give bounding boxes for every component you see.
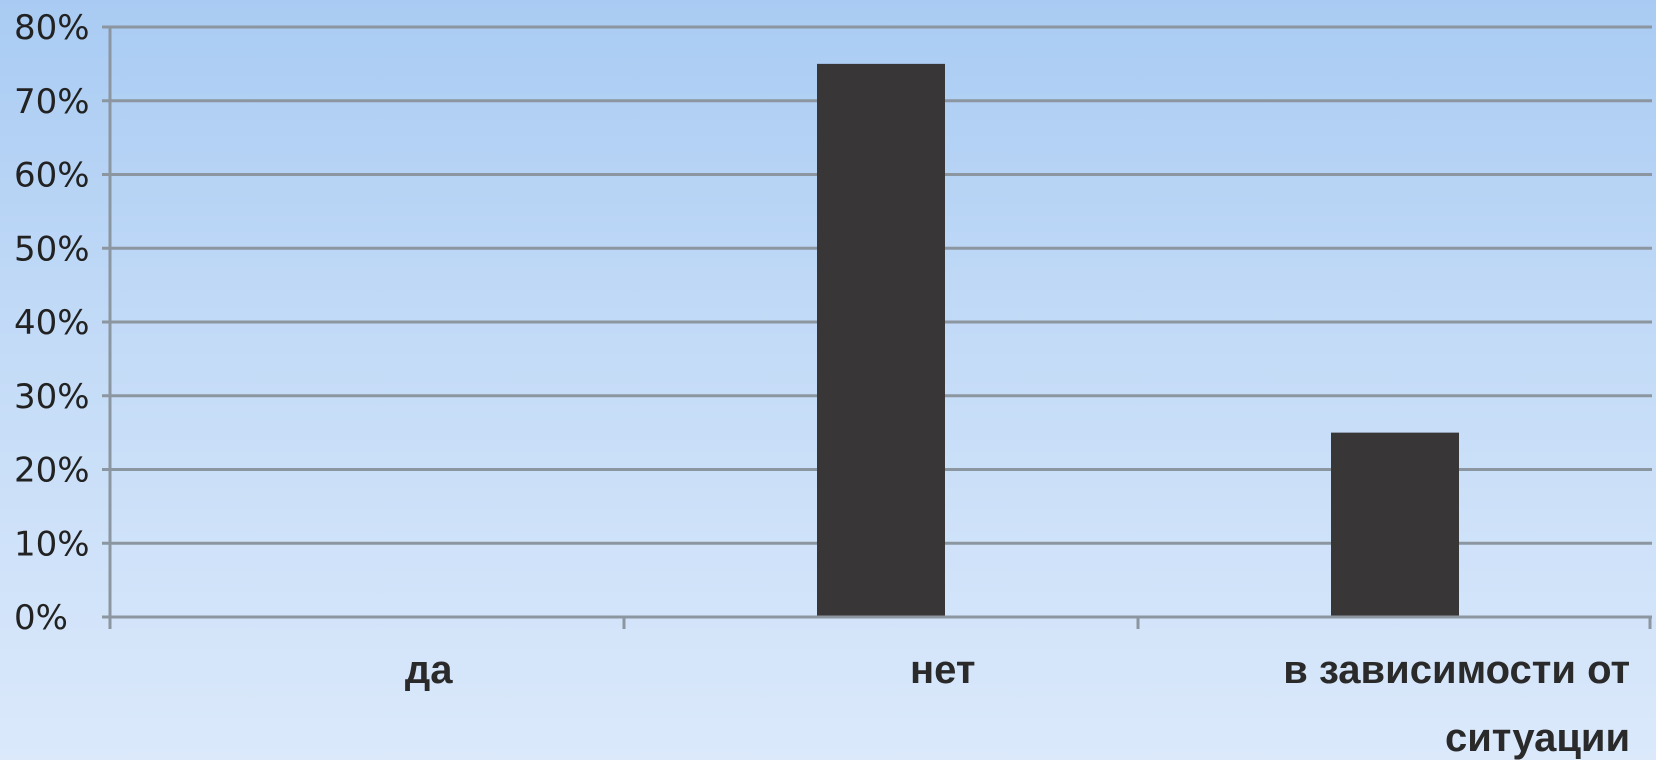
x-category-label: нет: [910, 648, 975, 692]
axes: [102, 27, 1652, 629]
y-tick-label: 20%: [14, 451, 90, 491]
y-tick-label: 60%: [14, 156, 90, 196]
y-tick-labels: 0% 10% 20% 30% 40% 50% 60% 70% 80%: [14, 8, 90, 638]
y-tick-label: 30%: [14, 377, 90, 417]
y-tick-label: 70%: [14, 82, 90, 122]
bars: [817, 63, 1459, 617]
x-category-label-line: нет: [910, 648, 975, 692]
x-category-label-line: ситуации: [1445, 716, 1630, 760]
y-tick-label: 10%: [14, 524, 90, 564]
x-category-label: в зависимости от ситуации: [1283, 648, 1630, 760]
x-category-label: да: [405, 648, 453, 692]
x-category-label-line: в зависимости от: [1283, 648, 1630, 692]
y-tick-label: 0%: [14, 598, 68, 638]
y-tick-label: 50%: [14, 229, 90, 269]
x-category-label-line: да: [405, 648, 453, 692]
y-tick-label: 40%: [14, 303, 90, 343]
bar-2: [1331, 432, 1459, 617]
y-tick-label: 80%: [14, 8, 90, 48]
bar-1: [817, 63, 945, 617]
x-category-labels: да нет в зависимости от ситуации: [405, 648, 1630, 760]
